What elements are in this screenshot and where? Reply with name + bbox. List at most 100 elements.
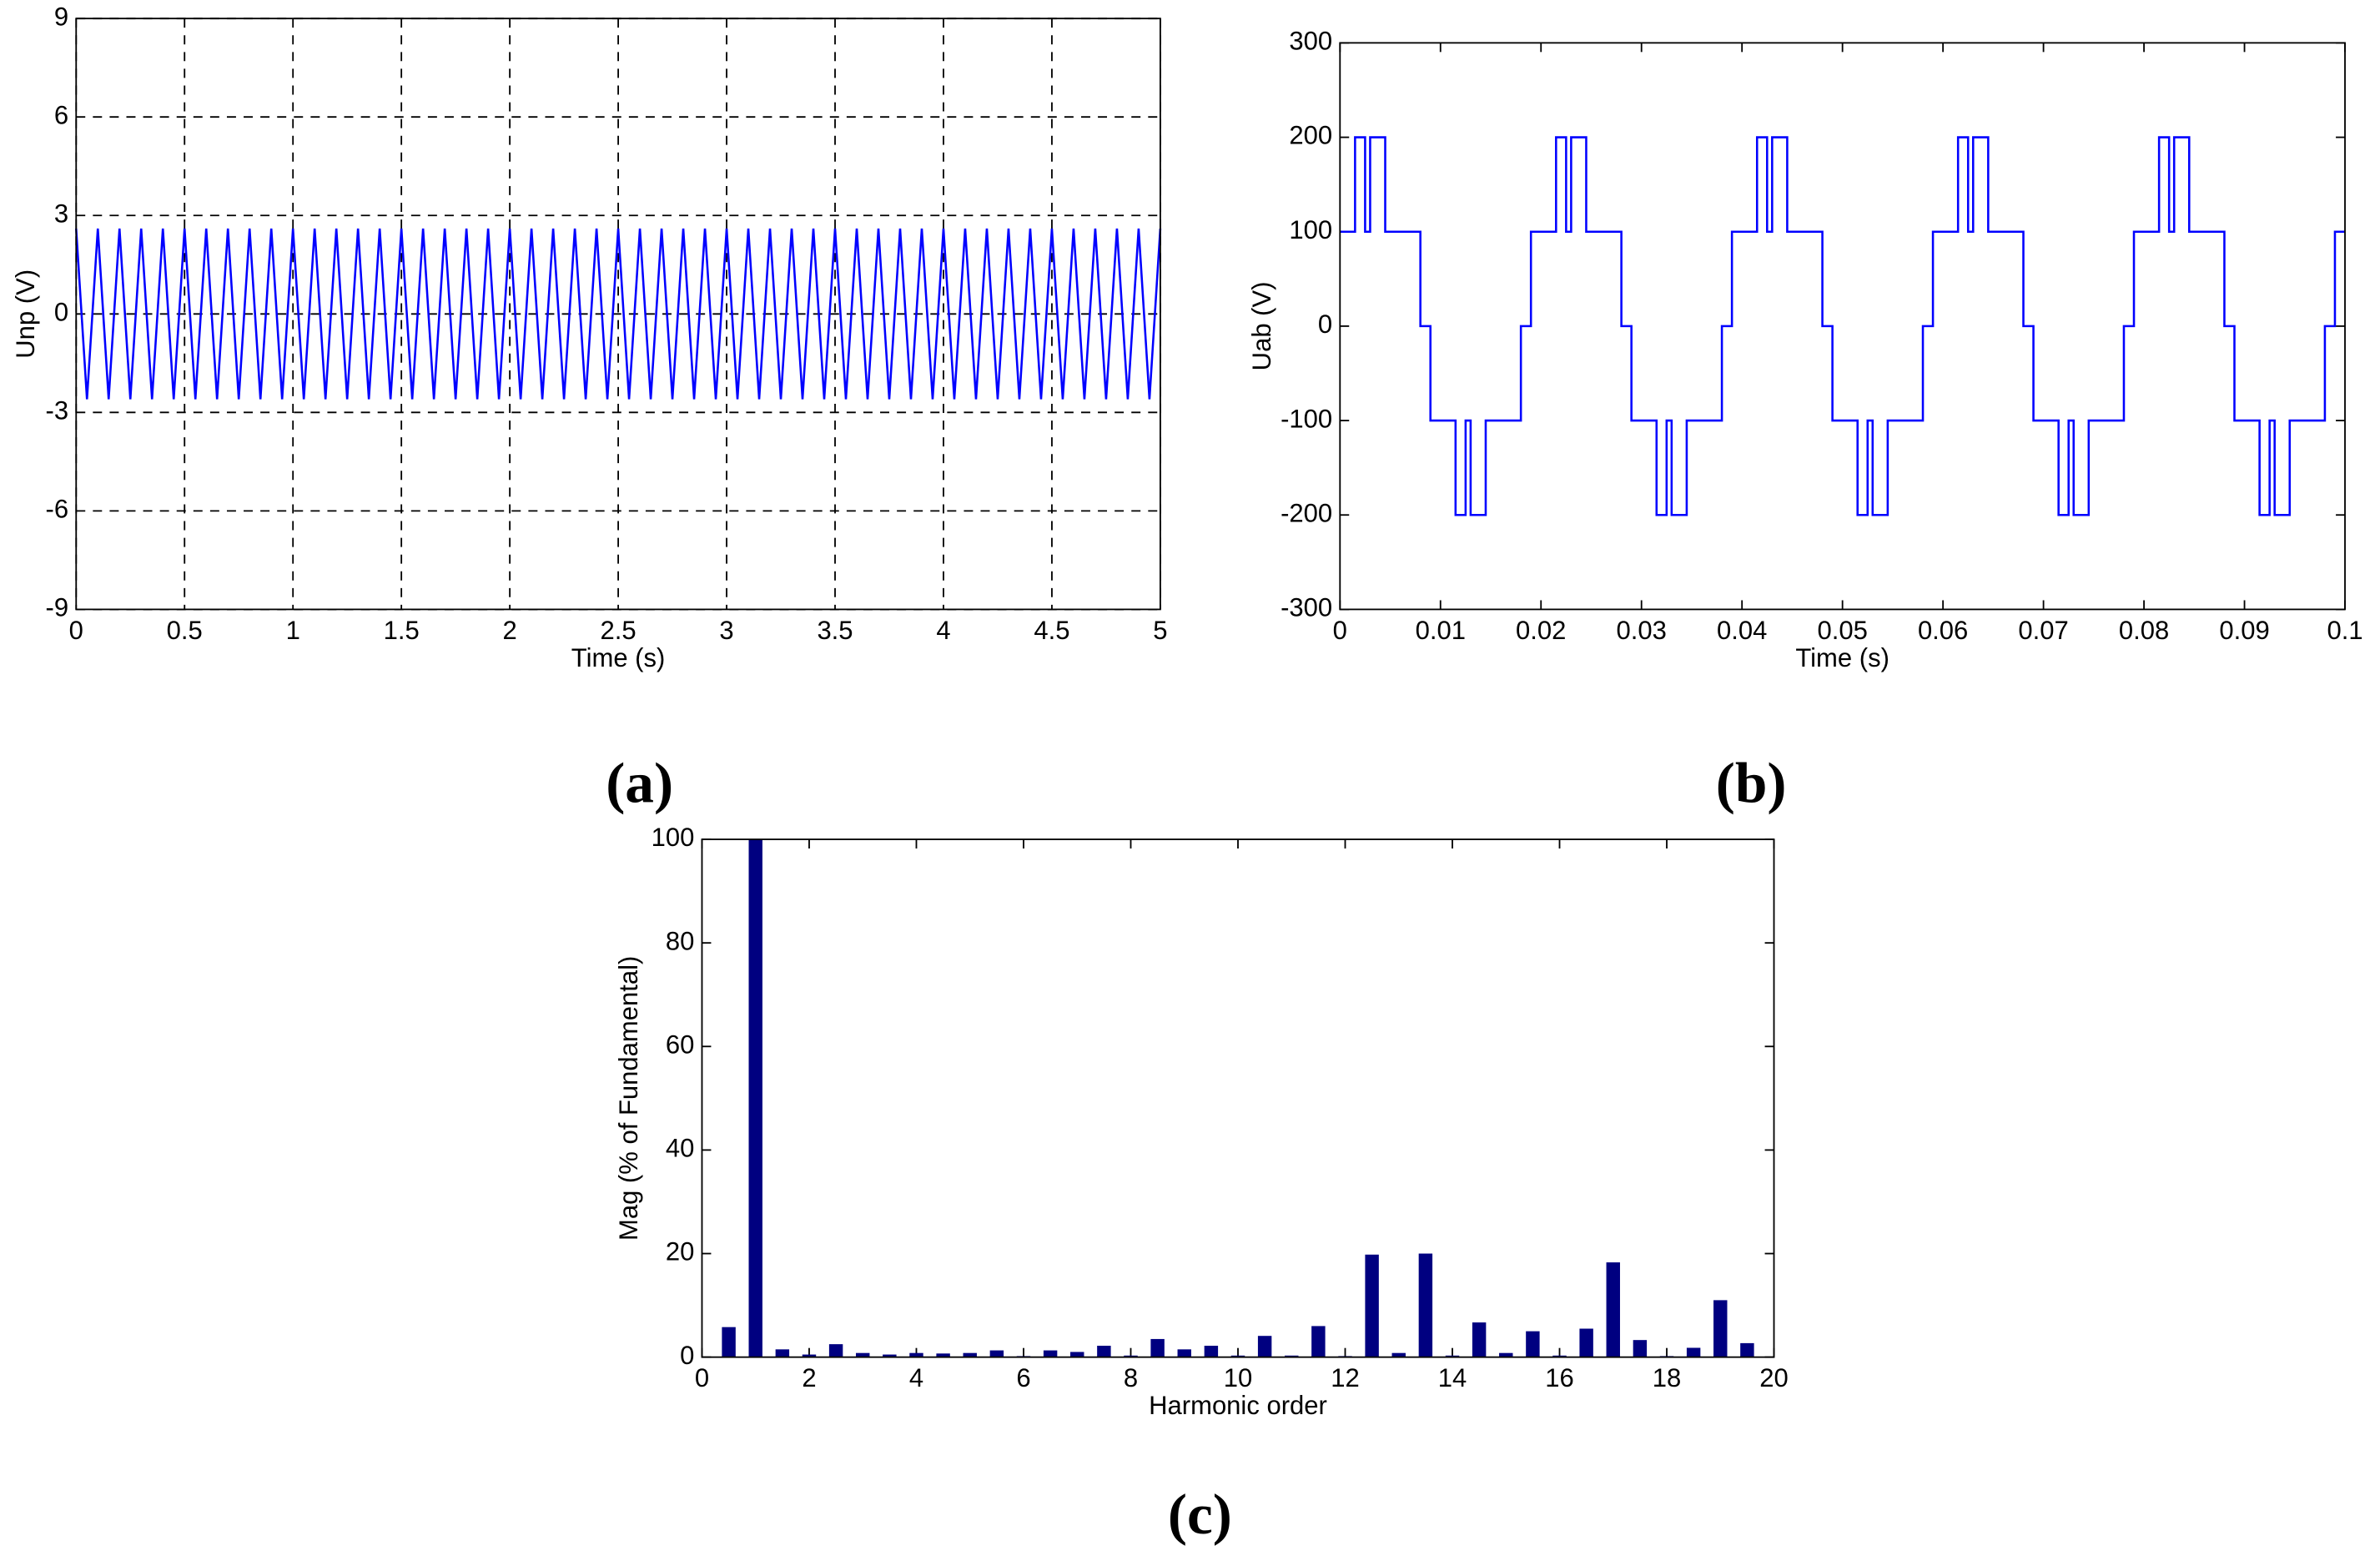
x-tick-label: 16 (1545, 1363, 1573, 1392)
y-tick-label: 3 (54, 199, 68, 228)
panel-caption: (b) (1716, 752, 1787, 816)
x-tick-label: 6 (1016, 1363, 1030, 1392)
y-axis-label: Uab (V) (1247, 281, 1276, 370)
x-tick-label: 4 (909, 1363, 923, 1392)
bar (1150, 1338, 1165, 1357)
y-tick-label: -9 (46, 593, 69, 622)
y-tick-label: -3 (46, 396, 69, 425)
bar (909, 1352, 923, 1357)
x-tick-label: 10 (1224, 1363, 1253, 1392)
y-tick-label: 0 (1318, 310, 1332, 339)
y-tick-label: -6 (46, 495, 69, 524)
bar (748, 839, 762, 1357)
x-tick-label: 14 (1438, 1363, 1467, 1392)
waveform-line (74, 228, 1162, 400)
x-tick-label: 0.07 (2018, 616, 2068, 645)
y-tick-label: 60 (666, 1030, 695, 1059)
bar (1740, 1342, 1754, 1357)
y-tick-label: 6 (54, 100, 68, 129)
bar (1418, 1253, 1433, 1357)
plot-area (1340, 43, 2346, 610)
bar (1713, 1300, 1728, 1357)
bar (963, 1352, 977, 1357)
bar (1391, 1352, 1406, 1357)
x-tick-label: 0.09 (2219, 616, 2269, 645)
x-tick-label: 2 (502, 616, 516, 645)
y-tick-label: -300 (1281, 593, 1332, 622)
x-axis-label: Harmonic order (1149, 1391, 1327, 1420)
bar (989, 1350, 1004, 1357)
x-tick-label: 0.08 (2119, 616, 2169, 645)
y-axis-label: Mag (% of Fundamental) (614, 956, 643, 1241)
x-tick-label: 3.5 (817, 616, 853, 645)
y-tick-label: -200 (1281, 498, 1332, 527)
bar (1311, 1326, 1326, 1357)
x-tick-label: 12 (1331, 1363, 1360, 1392)
bar (1552, 1355, 1567, 1357)
bar (1472, 1322, 1487, 1357)
bar (1579, 1328, 1593, 1357)
bar (1606, 1262, 1620, 1357)
bar (1204, 1345, 1219, 1357)
bar (936, 1353, 950, 1357)
bar (828, 1344, 843, 1357)
y-tick-label: 20 (666, 1237, 695, 1266)
bar (1177, 1349, 1191, 1357)
x-tick-label: 1.5 (384, 616, 420, 645)
bar (1365, 1254, 1379, 1357)
x-tick-label: 20 (1759, 1363, 1789, 1392)
x-tick-label: 18 (1653, 1363, 1682, 1392)
x-tick-label: 0.01 (1416, 616, 1466, 645)
x-tick-label: 3 (719, 616, 733, 645)
x-tick-label: 0 (69, 616, 83, 645)
bar (1445, 1355, 1460, 1357)
panel-caption: (c) (1168, 1483, 1232, 1547)
x-tick-label: 0.06 (1918, 616, 1968, 645)
bar (1633, 1340, 1648, 1357)
x-tick-label: 8 (1124, 1363, 1138, 1392)
bar (1686, 1347, 1701, 1357)
y-tick-label: 100 (1289, 215, 1332, 244)
panel-caption: (a) (606, 752, 673, 816)
x-tick-label: 0.05 (1817, 616, 1867, 645)
x-tick-label: 4 (936, 616, 950, 645)
bar (1285, 1355, 1299, 1357)
y-tick-label: 40 (666, 1134, 695, 1163)
x-tick-label: 0 (1333, 616, 1347, 645)
plot-area (702, 839, 1774, 1357)
bar (1230, 1355, 1245, 1357)
x-axis-label: Time (s) (1795, 643, 1889, 672)
bar (722, 1327, 736, 1357)
y-tick-label: 200 (1289, 121, 1332, 150)
bar (1097, 1345, 1111, 1357)
bar (775, 1349, 790, 1357)
x-axis-label: Time (s) (571, 643, 666, 672)
x-tick-label: 0.1 (2327, 616, 2362, 645)
bar (1257, 1336, 1272, 1357)
bar (1526, 1331, 1540, 1357)
y-tick-label: 100 (652, 823, 695, 852)
x-tick-label: 0.5 (167, 616, 203, 645)
x-tick-label: 0.03 (1617, 616, 1667, 645)
bar (1124, 1355, 1138, 1357)
x-tick-label: 5 (1153, 616, 1167, 645)
bar (1499, 1352, 1513, 1357)
x-tick-label: 1 (286, 616, 300, 645)
bar (1043, 1350, 1058, 1357)
x-tick-label: 0 (695, 1363, 709, 1392)
axes-frame (701, 838, 1775, 1358)
x-tick-label: 0.02 (1516, 616, 1566, 645)
bar (883, 1354, 897, 1357)
y-tick-label: 80 (666, 926, 695, 955)
x-tick-label: 2 (802, 1363, 816, 1392)
bar (802, 1354, 817, 1357)
axes-frame (75, 18, 1161, 611)
y-tick-label: 9 (54, 2, 68, 31)
y-tick-label: 0 (54, 297, 68, 326)
y-axis-label: Unp (V) (11, 269, 40, 359)
x-tick-label: 0.04 (1717, 616, 1767, 645)
y-tick-label: 0 (680, 1341, 694, 1370)
bar (856, 1352, 870, 1357)
axes-frame (1339, 42, 2346, 611)
